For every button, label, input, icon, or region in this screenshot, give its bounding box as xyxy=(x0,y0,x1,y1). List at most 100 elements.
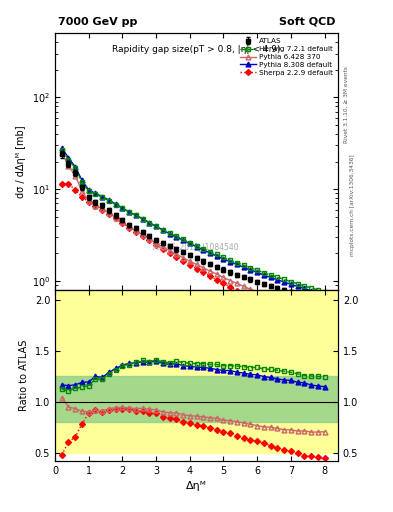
Pythia 6.428 370 xyxy=(302,306,307,312)
Pythia 6.428 370 xyxy=(248,286,253,292)
Pythia 8.308 default xyxy=(167,230,172,237)
Herwig 7.2.1 default xyxy=(154,223,158,229)
Pythia 6.428 370 xyxy=(241,283,246,289)
Herwig 7.2.1 default xyxy=(241,262,246,268)
Sherpa 2.2.9 default xyxy=(154,242,158,248)
Pythia 6.428 370 xyxy=(100,206,105,212)
Herwig 7.2.1 default xyxy=(221,254,226,261)
Pythia 6.428 370 xyxy=(201,265,206,271)
Sherpa 2.2.9 default xyxy=(194,266,199,272)
Sherpa 2.2.9 default xyxy=(127,225,132,231)
Sherpa 2.2.9 default xyxy=(288,315,293,322)
Herwig 7.2.1 default xyxy=(214,251,219,258)
Y-axis label: Ratio to ATLAS: Ratio to ATLAS xyxy=(19,339,29,411)
Pythia 6.428 370 xyxy=(208,268,212,274)
Pythia 6.428 370 xyxy=(154,240,158,246)
Herwig 7.2.1 default xyxy=(140,216,145,222)
Pythia 6.428 370 xyxy=(261,292,266,298)
Pythia 6.428 370 xyxy=(120,219,125,225)
Sherpa 2.2.9 default xyxy=(214,276,219,283)
Pythia 8.308 default xyxy=(241,264,246,270)
Pythia 8.308 default xyxy=(86,187,91,193)
Pythia 8.308 default xyxy=(295,283,300,289)
Herwig 7.2.1 default xyxy=(261,270,266,276)
Y-axis label: dσ / dΔηᴹ [mb]: dσ / dΔηᴹ [mb] xyxy=(16,125,26,198)
Pythia 8.308 default xyxy=(174,234,179,240)
Pythia 8.308 default xyxy=(255,269,259,275)
Line: Herwig 7.2.1 default: Herwig 7.2.1 default xyxy=(59,147,327,294)
Pythia 8.308 default xyxy=(288,281,293,287)
Herwig 7.2.1 default xyxy=(174,233,179,239)
Bar xyxy=(55,290,338,453)
Herwig 7.2.1 default xyxy=(194,243,199,249)
Pythia 8.308 default xyxy=(107,197,111,203)
Sherpa 2.2.9 default xyxy=(248,295,253,301)
Herwig 7.2.1 default xyxy=(134,212,138,218)
Pythia 8.308 default xyxy=(73,164,77,170)
Pythia 8.308 default xyxy=(140,216,145,222)
Pythia 8.308 default xyxy=(282,279,286,285)
Pythia 8.308 default xyxy=(113,201,118,207)
Pythia 6.428 370 xyxy=(66,163,71,169)
Pythia 6.428 370 xyxy=(174,251,179,257)
Sherpa 2.2.9 default xyxy=(316,327,320,333)
Pythia 6.428 370 xyxy=(127,224,132,230)
Sherpa 2.2.9 default xyxy=(295,318,300,325)
Pythia 6.428 370 xyxy=(221,274,226,281)
Herwig 7.2.1 default xyxy=(282,276,286,283)
Pythia 8.308 default xyxy=(194,244,199,250)
Pythia 6.428 370 xyxy=(228,278,233,284)
Sherpa 2.2.9 default xyxy=(261,302,266,308)
Sherpa 2.2.9 default xyxy=(235,288,239,294)
Pythia 8.308 default xyxy=(134,212,138,219)
Pythia 8.308 default xyxy=(248,267,253,273)
Pythia 6.428 370 xyxy=(322,311,327,317)
Pythia 6.428 370 xyxy=(316,310,320,316)
Pythia 8.308 default xyxy=(261,272,266,278)
Herwig 7.2.1 default xyxy=(167,230,172,236)
Herwig 7.2.1 default xyxy=(235,260,239,266)
Pythia 6.428 370 xyxy=(86,198,91,204)
Herwig 7.2.1 default xyxy=(147,220,152,226)
Pythia 8.308 default xyxy=(127,209,132,215)
Pythia 6.428 370 xyxy=(255,289,259,295)
Pythia 8.308 default xyxy=(221,256,226,262)
Pythia 8.308 default xyxy=(302,285,307,291)
Text: 7000 GeV pp: 7000 GeV pp xyxy=(58,17,137,27)
Sherpa 2.2.9 default xyxy=(160,246,165,252)
Sherpa 2.2.9 default xyxy=(134,229,138,235)
Herwig 7.2.1 default xyxy=(113,201,118,207)
Herwig 7.2.1 default xyxy=(275,274,280,280)
Herwig 7.2.1 default xyxy=(322,289,327,295)
Pythia 8.308 default xyxy=(154,223,158,229)
Pythia 6.428 370 xyxy=(140,232,145,238)
Pythia 8.308 default xyxy=(120,205,125,211)
Pythia 6.428 370 xyxy=(181,254,185,261)
Pythia 6.428 370 xyxy=(107,210,111,216)
Herwig 7.2.1 default xyxy=(66,157,71,163)
Herwig 7.2.1 default xyxy=(309,285,313,291)
Herwig 7.2.1 default xyxy=(107,198,111,204)
Herwig 7.2.1 default xyxy=(295,281,300,287)
Sherpa 2.2.9 default xyxy=(59,181,64,187)
Herwig 7.2.1 default xyxy=(127,209,132,216)
Herwig 7.2.1 default xyxy=(255,267,259,273)
Pythia 8.308 default xyxy=(80,177,84,183)
Pythia 6.428 370 xyxy=(59,150,64,156)
Sherpa 2.2.9 default xyxy=(275,309,280,315)
Pythia 8.308 default xyxy=(160,227,165,233)
Legend: ATLAS, Herwig 7.2.1 default, Pythia 6.428 370, Pythia 8.308 default, Sherpa 2.2.: ATLAS, Herwig 7.2.1 default, Pythia 6.42… xyxy=(237,35,336,79)
Text: Rivet 3.1.10, ≥ 3M events: Rivet 3.1.10, ≥ 3M events xyxy=(344,67,349,143)
Pythia 6.428 370 xyxy=(282,300,286,306)
Pythia 8.308 default xyxy=(201,247,206,253)
Herwig 7.2.1 default xyxy=(187,240,192,246)
Pythia 8.308 default xyxy=(309,288,313,294)
Pythia 8.308 default xyxy=(268,274,273,281)
Sherpa 2.2.9 default xyxy=(221,280,226,286)
Sherpa 2.2.9 default xyxy=(241,291,246,297)
Herwig 7.2.1 default xyxy=(181,236,185,242)
Herwig 7.2.1 default xyxy=(100,194,105,200)
Sherpa 2.2.9 default xyxy=(322,330,327,336)
Text: Rapidity gap size(pT > 0.8, |η| < 4.9): Rapidity gap size(pT > 0.8, |η| < 4.9) xyxy=(112,45,281,54)
Pythia 8.308 default xyxy=(100,194,105,200)
